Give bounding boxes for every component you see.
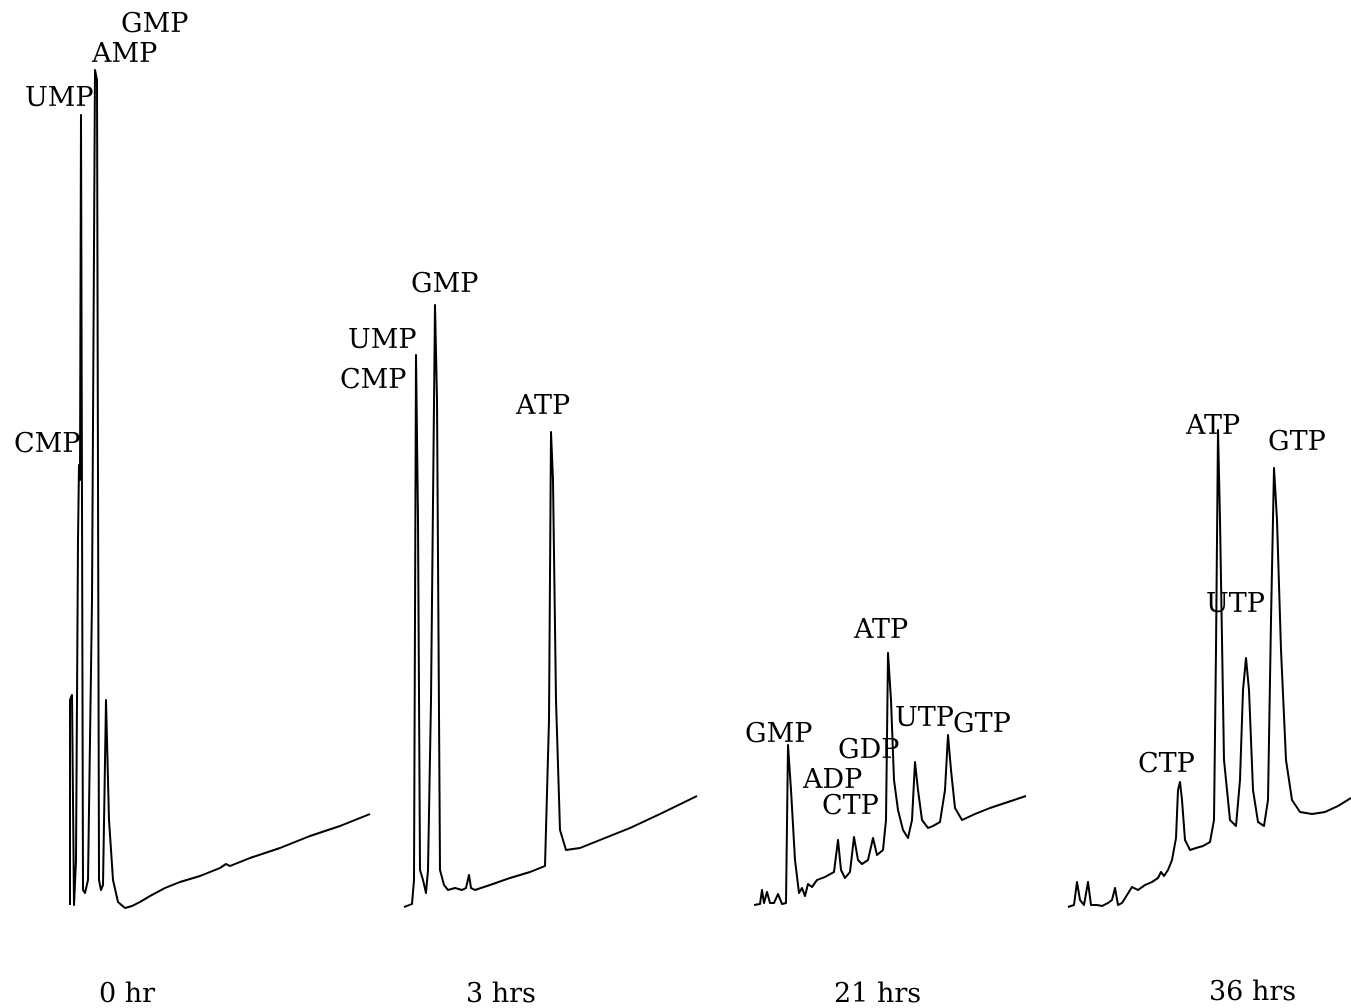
peak-label-ump: UMP [348,324,417,355]
panel-21hrs: GMP ADP CTP GDP ATP UTP GTP 21 hrs [745,614,1027,1008]
panel-0hr: CMP UMP AMP GMP 0 hr [14,8,371,1008]
trace-21hrs [753,652,1027,906]
peak-label-cmp: CMP [14,428,80,459]
peak-label-gtp: GTP [1268,426,1326,457]
peak-label-atp: ATP [515,390,570,421]
trace-36hrs [1067,429,1351,908]
peak-label-ctp: CTP [822,790,879,821]
panel-3hrs: CMP UMP GMP ATP 3 hrs [340,268,698,1008]
trace-0hr [69,69,371,909]
peak-label-gmp: GMP [745,718,812,749]
peak-label-atp: ATP [853,614,908,645]
trace-3hrs [403,304,698,908]
peak-label-adp: ADP [802,764,862,795]
peak-label-ctp: CTP [1138,748,1195,779]
time-label-0hr: 0 hr [99,978,155,1008]
panel-36hrs: CTP ATP UTP GTP 36 hrs [1067,410,1351,1007]
peak-label-utp: UTP [1206,588,1265,619]
peak-label-gmp: GMP [411,268,478,299]
time-label-3hrs: 3 hrs [466,978,536,1008]
time-label-21hrs: 21 hrs [834,978,921,1008]
peak-label-gdp: GDP [838,734,899,765]
peak-label-ump: UMP [25,82,94,113]
peak-label-gmp: GMP [121,8,188,39]
peak-label-atp: ATP [1185,410,1240,441]
peak-label-cmp: CMP [340,364,406,395]
peak-label-gtp: GTP [953,708,1011,739]
peak-label-amp: AMP [91,38,157,69]
peak-label-utp: UTP [895,702,954,733]
time-label-36hrs: 36 hrs [1209,976,1296,1007]
